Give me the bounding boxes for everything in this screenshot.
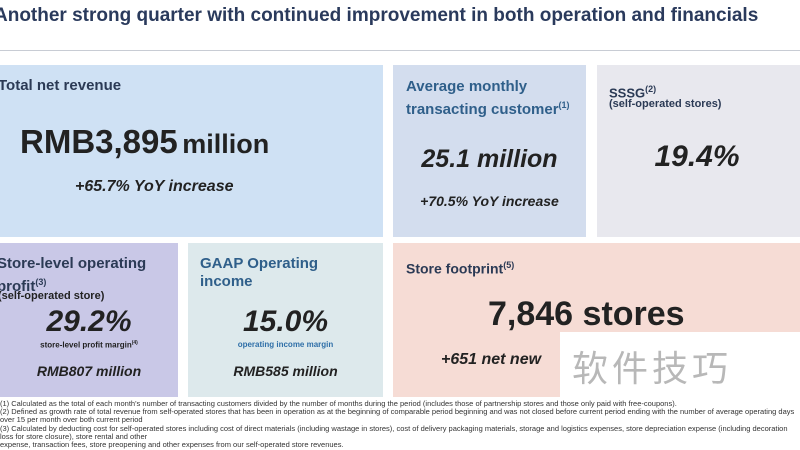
revenue-unit: million <box>182 129 270 159</box>
store-profit-sub: (self-operated store) <box>0 290 105 302</box>
sssg-sub: (self-operated stores) <box>609 98 722 110</box>
mtc-heading: Average monthly transacting customer(1) <box>406 78 570 118</box>
store-profit-amount: RMB807 million <box>36 363 142 379</box>
revenue-card: Total net revenue RMB3,895 million +65.7… <box>0 65 383 237</box>
sssg-value: 19.4% <box>654 140 740 173</box>
footprint-value: 7,846 stores <box>488 295 685 333</box>
footnote: (3) Calculated by deducting cost for sel… <box>0 423 788 441</box>
page-title: Another strong quarter with continued im… <box>0 5 759 26</box>
revenue-value: RMB3,895 <box>20 123 178 160</box>
gaap-caption: operating income margin <box>237 340 334 349</box>
store-profit-heading: Store-level operating profit(3) <box>0 255 147 295</box>
footprint-change: +651 net new <box>441 351 542 368</box>
sssg-heading: SSSG(2) <box>609 84 657 101</box>
mtc-card: Average monthly transacting customer(1) … <box>393 65 586 237</box>
footnotes: (1) Calculated as the total of each mont… <box>0 399 796 450</box>
store-profit-card: Store-level operating profit(3) (self-ope… <box>0 243 178 397</box>
revenue-heading: Total net revenue <box>0 77 122 94</box>
gaap-heading: GAAP Operating income <box>200 255 319 290</box>
mtc-change: +70.5% YoY increase <box>420 193 559 209</box>
revenue-change: +65.7% YoY increase <box>75 178 234 195</box>
store-profit-value: 29.2% <box>46 305 132 338</box>
watermark-overlay <box>560 332 800 397</box>
gaap-card: GAAP Operating income 15.0% operating in… <box>188 243 383 397</box>
gaap-value: 15.0% <box>242 305 329 338</box>
store-profit-caption: store-level profit margin(4) <box>40 340 138 350</box>
footprint-heading: Store footprint(5) <box>406 260 515 277</box>
sssg-card: SSSG(2) (self-operated stores) 19.4% <box>597 65 800 237</box>
footnote: (1) Calculated as the total of each mont… <box>0 399 677 408</box>
watermark: 软件技巧 <box>572 349 733 390</box>
divider <box>0 50 800 51</box>
footnote: expense, transaction fees, store preopen… <box>0 440 344 450</box>
mtc-value: 25.1 million <box>421 145 558 173</box>
gaap-amount: RMB585 million <box>233 363 338 379</box>
footnote: (2) Defined as growth rate of total reve… <box>0 407 795 425</box>
